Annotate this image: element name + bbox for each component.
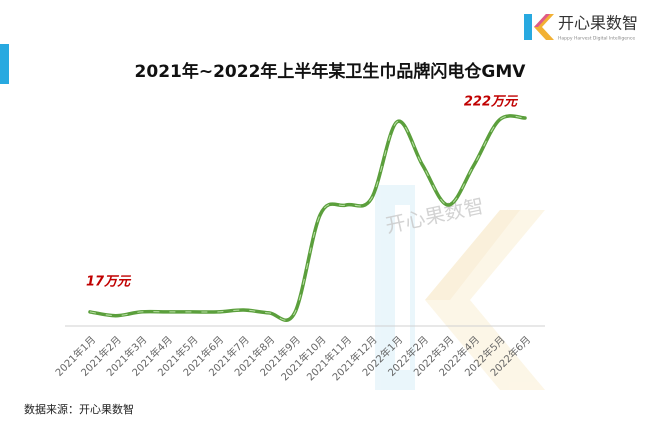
side-tab [0,44,9,84]
source: 数据来源：开心果数智 [24,402,134,416]
chart-title: 2021年~2022年上半年某卫生巾品牌闪电仓GMV [135,61,527,82]
brand-tagline: Happy Harvest Digital Intelligence [558,36,635,42]
brand: 开心果数智 [558,14,638,33]
logo [524,14,554,40]
value-label: 17万元 [86,274,132,289]
value-label: 222万元 [464,95,519,110]
line-highlight [89,115,526,321]
watermark-shapes [375,185,545,390]
